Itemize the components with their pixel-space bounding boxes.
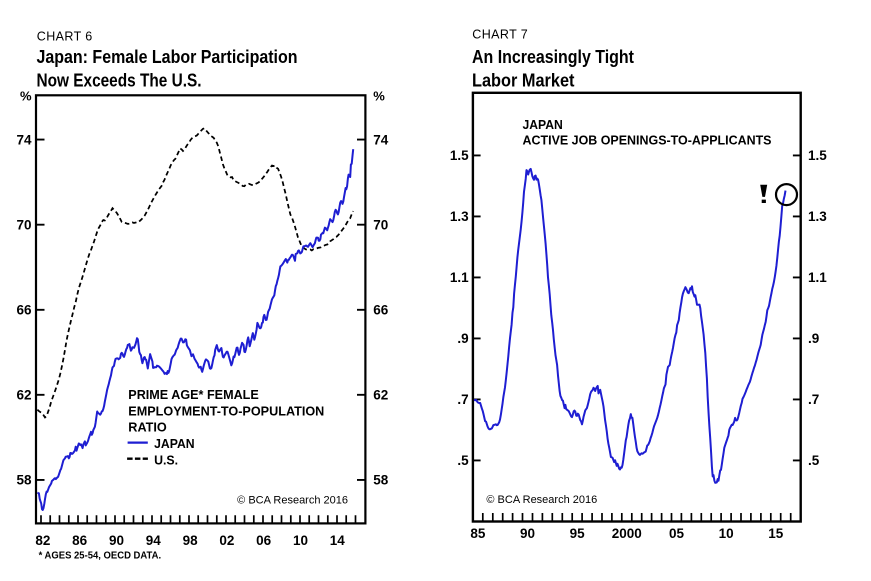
- svg-text:10: 10: [719, 526, 734, 541]
- svg-text:2000: 2000: [612, 526, 642, 541]
- svg-text:1.1: 1.1: [450, 270, 469, 285]
- svg-text:58: 58: [16, 473, 32, 488]
- svg-text:JAPAN: JAPAN: [154, 437, 195, 451]
- svg-text:JAPAN: JAPAN: [523, 118, 563, 132]
- svg-text:70: 70: [373, 218, 388, 233]
- svg-text:85: 85: [470, 526, 486, 541]
- svg-text:74: 74: [373, 132, 389, 147]
- svg-text:05: 05: [669, 526, 685, 541]
- svg-text:10: 10: [293, 533, 308, 548]
- svg-text:EMPLOYMENT-TO-POPULATION: EMPLOYMENT-TO-POPULATION: [128, 404, 324, 418]
- svg-text:* AGES 25-54, OECD DATA.: * AGES 25-54, OECD DATA.: [39, 550, 162, 562]
- svg-text:82: 82: [35, 533, 50, 548]
- svg-text:70: 70: [16, 218, 31, 233]
- svg-text:© BCA Research 2016: © BCA Research 2016: [237, 495, 348, 507]
- svg-text:1.5: 1.5: [450, 148, 469, 163]
- svg-text:15: 15: [768, 526, 784, 541]
- svg-text:1.5: 1.5: [808, 148, 827, 163]
- svg-text:CHART 7: CHART 7: [472, 27, 528, 41]
- svg-text:.5: .5: [457, 453, 469, 468]
- svg-text:.7: .7: [457, 392, 468, 407]
- svg-text:.5: .5: [808, 453, 820, 468]
- svg-text:06: 06: [256, 533, 272, 548]
- svg-text:90: 90: [520, 526, 535, 541]
- svg-text:58: 58: [373, 473, 389, 488]
- svg-text:.9: .9: [457, 331, 468, 346]
- svg-text:© BCA Research 2016: © BCA Research 2016: [486, 494, 597, 506]
- svg-text:86: 86: [72, 533, 88, 548]
- svg-text:1.3: 1.3: [450, 209, 469, 224]
- svg-text:RATIO: RATIO: [128, 421, 167, 435]
- svg-text:74: 74: [16, 132, 32, 147]
- svg-text:%: %: [20, 89, 32, 104]
- svg-text:Japan: Female Labor Participat: Japan: Female Labor Participation: [37, 47, 298, 67]
- svg-text:98: 98: [183, 533, 199, 548]
- svg-text:02: 02: [219, 533, 234, 548]
- svg-text:.7: .7: [808, 392, 819, 407]
- svg-text:ACTIVE JOB OPENINGS-TO-APPLICA: ACTIVE JOB OPENINGS-TO-APPLICANTS: [523, 134, 772, 148]
- svg-text:62: 62: [373, 388, 388, 403]
- svg-text:1.1: 1.1: [808, 270, 827, 285]
- svg-text:62: 62: [16, 388, 31, 403]
- svg-text:95: 95: [570, 526, 586, 541]
- svg-text:94: 94: [146, 533, 162, 548]
- svg-text:An Increasingly Tight: An Increasingly Tight: [472, 47, 634, 67]
- svg-text:CHART 6: CHART 6: [37, 29, 93, 43]
- svg-text:66: 66: [373, 303, 389, 318]
- svg-text:14: 14: [330, 533, 346, 548]
- svg-text:Now Exceeds The U.S.: Now Exceeds The U.S.: [37, 70, 202, 90]
- svg-text:U.S.: U.S.: [154, 454, 178, 468]
- svg-text:Labor Market: Labor Market: [472, 70, 575, 90]
- svg-text:%: %: [373, 89, 385, 104]
- svg-text:.9: .9: [808, 331, 819, 346]
- svg-text:66: 66: [16, 303, 32, 318]
- svg-text:1.3: 1.3: [808, 209, 827, 224]
- svg-text:PRIME AGE* FEMALE: PRIME AGE* FEMALE: [128, 388, 258, 402]
- svg-text:90: 90: [109, 533, 124, 548]
